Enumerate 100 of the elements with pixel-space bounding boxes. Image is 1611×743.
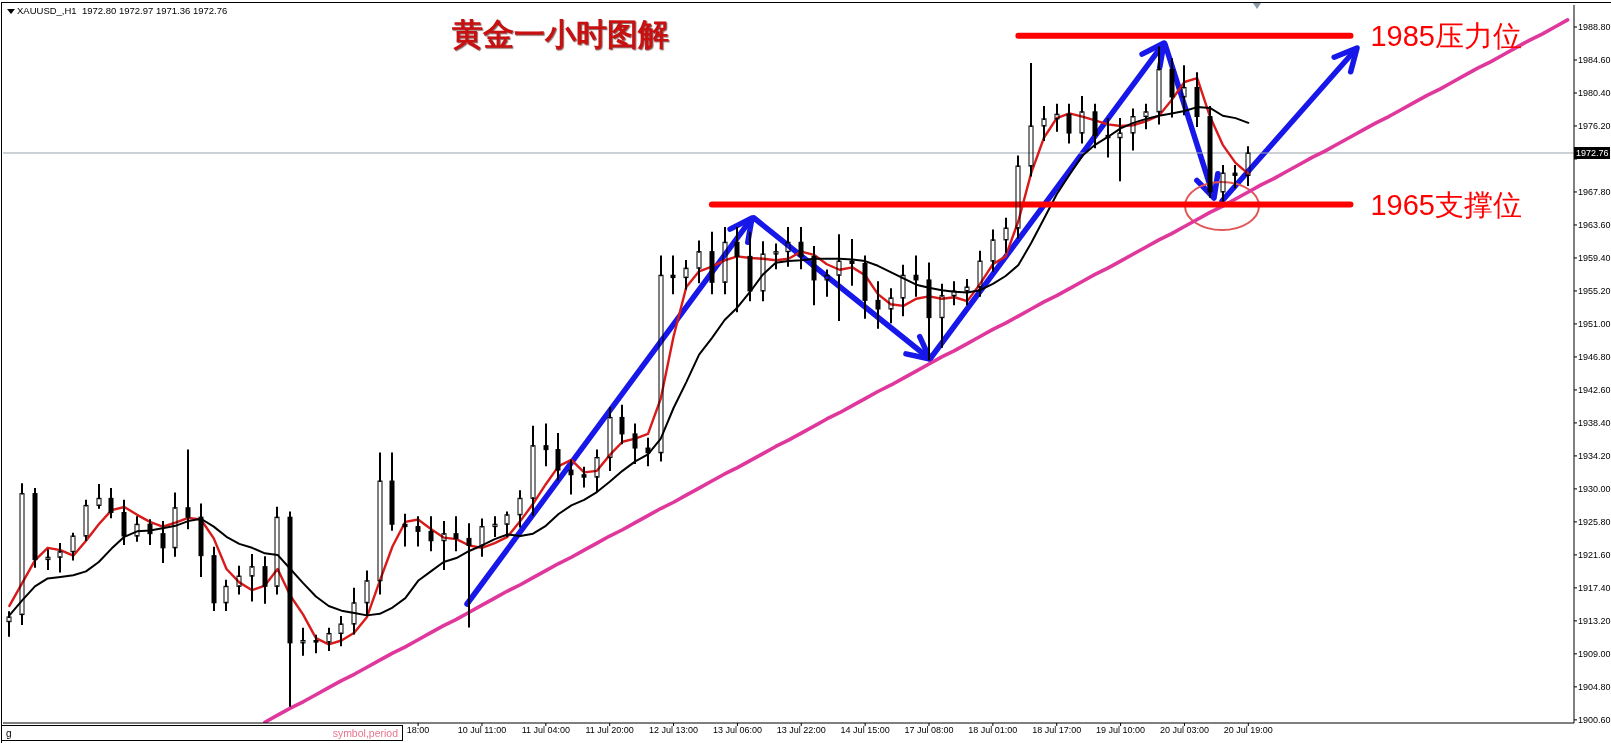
y-tick-label: 1925.80 <box>1578 517 1611 528</box>
candlestick <box>415 516 421 547</box>
candlestick <box>862 255 868 319</box>
candlestick <box>951 281 957 306</box>
candlestick <box>658 255 664 462</box>
x-tick-label: 13 Jul 22:00 <box>776 725 826 736</box>
candlestick <box>517 490 523 528</box>
candlestick <box>1003 217 1009 253</box>
x-tick-label: 19 Jul 10:00 <box>1096 725 1146 736</box>
candlestick <box>709 231 715 295</box>
candlestick <box>479 518 485 557</box>
y-tick-label: 1913.20 <box>1578 616 1611 627</box>
y-tick-label: 1955.20 <box>1578 286 1611 297</box>
candlestick <box>530 425 536 516</box>
candlestick <box>1079 95 1085 144</box>
x-tick-label: 20 Jul 19:00 <box>1223 725 1273 736</box>
candlestick <box>568 459 574 495</box>
candlestick <box>926 262 932 361</box>
x-tick-label: 11 Jul 04:00 <box>521 725 571 736</box>
y-tick-label: 1967.80 <box>1578 187 1611 198</box>
candlestick <box>607 406 613 472</box>
candlestick <box>785 227 791 267</box>
y-tick-label: 1921.60 <box>1578 550 1611 561</box>
candlestick <box>262 556 268 604</box>
x-tick-label: 18 Jul 01:00 <box>968 725 1018 736</box>
candlestick <box>773 243 779 270</box>
candlestick <box>172 492 178 557</box>
candlestick <box>645 437 651 467</box>
candlestick <box>964 278 970 306</box>
y-tick-label: 1900.60 <box>1578 715 1611 726</box>
candlestick <box>939 283 945 348</box>
candlestick <box>223 579 229 611</box>
y-tick-label: 1980.40 <box>1578 88 1611 99</box>
candlestick <box>108 487 114 519</box>
candlestick <box>1066 103 1072 144</box>
candlestick <box>236 565 242 595</box>
candlestick <box>1015 155 1021 239</box>
x-tick-label: 17 Jul 08:00 <box>904 725 954 736</box>
candlestick <box>1054 103 1060 132</box>
x-tick-label: 14 Jul 15:00 <box>840 725 890 736</box>
y-tick-label: 1909.00 <box>1578 649 1611 660</box>
candlestick <box>1232 165 1238 189</box>
candlestick <box>1105 117 1111 158</box>
candlestick <box>670 255 676 295</box>
candlestick <box>913 255 919 297</box>
candlestick <box>747 231 753 302</box>
candlestick <box>338 615 344 647</box>
candlestick <box>1117 117 1123 182</box>
candlestick <box>990 229 996 272</box>
candlestick <box>555 432 561 481</box>
candlestick <box>147 519 153 545</box>
ref-line-label: 1972.76 <box>1574 146 1610 159</box>
x-tick-label: 12 Jul 13:00 <box>649 725 699 736</box>
candlestick <box>632 423 638 464</box>
text-field: g symbol,period <box>1 725 403 741</box>
series-label: 1965支撑位 <box>1370 187 1522 223</box>
candlestick <box>121 499 127 545</box>
chart-title: 黄金一小时图解 <box>452 17 669 52</box>
candlestick <box>798 227 804 270</box>
candlestick <box>160 520 166 563</box>
candlestick <box>428 516 434 552</box>
candlestick <box>1041 106 1047 142</box>
candlestick <box>849 238 855 286</box>
y-tick-label: 1963.60 <box>1578 220 1611 231</box>
candlestick <box>402 513 408 547</box>
line-series <box>263 18 1570 723</box>
candlestick <box>875 281 881 329</box>
x-tick-label: 18:00 <box>406 725 430 736</box>
candlestick <box>811 245 817 306</box>
candlestick <box>734 227 740 313</box>
x-tick-label: 18 Jul 17:00 <box>1032 725 1082 736</box>
candlestick <box>1220 165 1226 202</box>
candlestick <box>32 487 38 568</box>
candlestick <box>824 269 830 297</box>
y-tick-label: 1951.00 <box>1578 319 1611 330</box>
candlestick <box>185 449 191 530</box>
candlestick <box>888 288 894 324</box>
candlestick <box>198 503 204 578</box>
candlestick <box>441 520 447 571</box>
y-tick-label: 1930.00 <box>1578 484 1611 495</box>
y-tick-label: 1959.40 <box>1578 253 1611 264</box>
y-tick-label: 1946.80 <box>1578 352 1611 363</box>
candlestick <box>619 404 625 445</box>
y-tick-label: 1934.20 <box>1578 451 1611 462</box>
candlestick <box>249 553 255 602</box>
y-tick-label: 1904.80 <box>1578 682 1611 693</box>
y-tick-label: 1938.40 <box>1578 418 1611 429</box>
y-tick-label: 1988.80 <box>1578 22 1611 33</box>
x-tick-label: 13 Jul 06:00 <box>712 725 762 736</box>
candlestick <box>83 499 89 541</box>
candlestick <box>453 516 459 552</box>
candlestick <box>581 466 587 488</box>
candlestick <box>543 423 549 467</box>
x-tick-label: 10 Jul 11:00 <box>457 725 507 736</box>
candlestick <box>977 250 983 297</box>
candlestick <box>45 549 51 571</box>
candlestick <box>760 241 766 302</box>
candlestick <box>1245 146 1251 186</box>
candlestick <box>696 240 702 284</box>
candlestick <box>900 264 906 317</box>
